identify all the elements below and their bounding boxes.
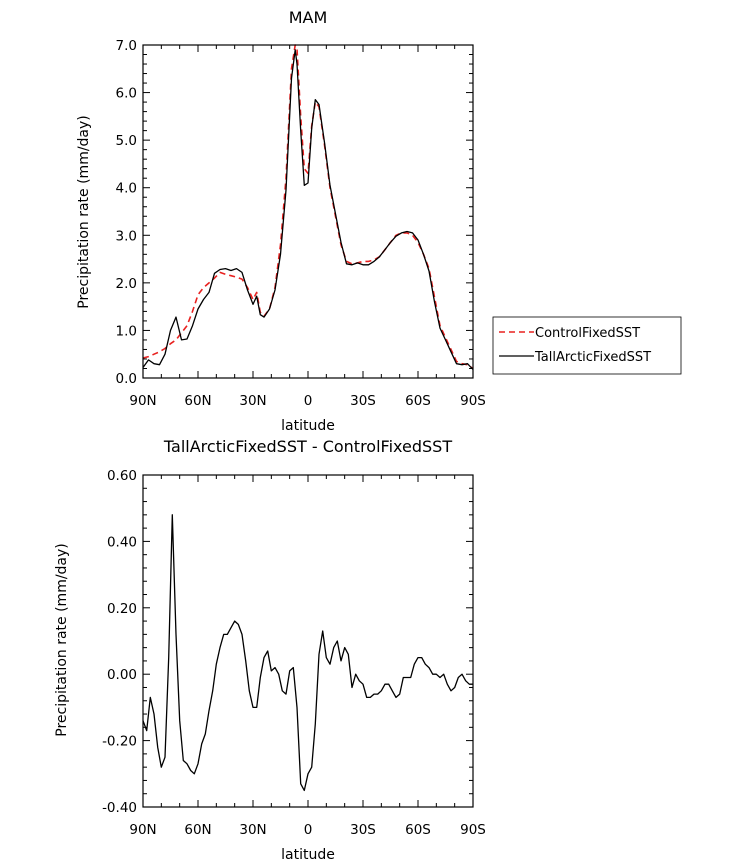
y-tick-label: 3.0: [116, 228, 137, 244]
x-tick-label: 90S: [460, 393, 486, 409]
tick-labels: 90N 60N 30N 0 30S 60S 90S 0.0 1.0 2.0 3.0 4.0 5.0 6.0…: [116, 38, 486, 409]
legend: ControlFixedSST TallArcticFixedSST: [492, 316, 682, 375]
y-tick-label: 2.0: [116, 276, 137, 292]
x-tick-label: 0: [304, 393, 313, 409]
chart-title: TallArcticFixedSST - ControlFixedSST: [163, 437, 452, 456]
x-axis-label: latitude: [281, 418, 335, 434]
y-tick-label: -0.20: [102, 734, 137, 750]
y-tick-label: -0.40: [102, 800, 137, 816]
x-tick-label: 60S: [405, 393, 431, 409]
y-tick-label: 5.0: [116, 133, 137, 149]
series-line-1: [142, 49, 474, 370]
legend-label-control: ControlFixedSST: [535, 326, 640, 341]
x-tick-label: 30N: [239, 393, 266, 409]
y-tick-label: 0.0: [116, 371, 137, 387]
y-axis-label: Precipitation rate (mm/day): [54, 543, 70, 737]
x-tick-label: 90N: [129, 393, 156, 409]
y-tick-label: 7.0: [116, 38, 137, 54]
legend-label-tallarctic: TallArcticFixedSST: [534, 350, 651, 365]
x-tick-label: 90N: [129, 822, 156, 838]
x-tick-label: 60N: [184, 822, 211, 838]
series-line-0: [142, 514, 473, 792]
y-tick-label: 0.00: [107, 667, 137, 683]
y-tick-label: 0.20: [107, 601, 137, 617]
precipitation-chart: MAM 90N 60N 30N 0 30S 60S 90S 0.0 1.0 2.0 3.0 4.0 5.…: [76, 8, 682, 434]
plot-frame: [142, 44, 474, 379]
tick-labels: 90N 60N 30N 0 30S 60S 90S -0.40 -0.20 0.00 0.20 0.4…: [102, 468, 486, 838]
series-line-0: [142, 44, 474, 370]
y-tick-label: 6.0: [116, 86, 137, 102]
x-tick-label: 60S: [405, 822, 431, 838]
plot-frame: [142, 474, 474, 808]
y-axis-label: Precipitation rate (mm/day): [76, 115, 92, 309]
tick-marks: [142, 474, 474, 808]
y-tick-label: 1.0: [116, 323, 137, 339]
chart-title: MAM: [289, 8, 328, 27]
x-tick-label: 30S: [350, 822, 376, 838]
x-axis-label: latitude: [281, 847, 335, 863]
y-tick-label: 0.60: [107, 468, 137, 484]
x-tick-label: 30N: [239, 822, 266, 838]
x-tick-label: 90S: [460, 822, 486, 838]
tick-marks: [142, 44, 474, 379]
difference-chart: TallArcticFixedSST - ControlFixedSST 90N…: [54, 437, 486, 863]
y-tick-label: 4.0: [116, 181, 137, 197]
x-tick-label: 0: [304, 822, 313, 838]
x-tick-label: 60N: [184, 393, 211, 409]
x-tick-label: 30S: [350, 393, 376, 409]
plot-area: [142, 44, 474, 370]
y-tick-label: 0.40: [107, 534, 137, 550]
legend-box: [492, 316, 682, 375]
plot-area: [142, 514, 473, 792]
